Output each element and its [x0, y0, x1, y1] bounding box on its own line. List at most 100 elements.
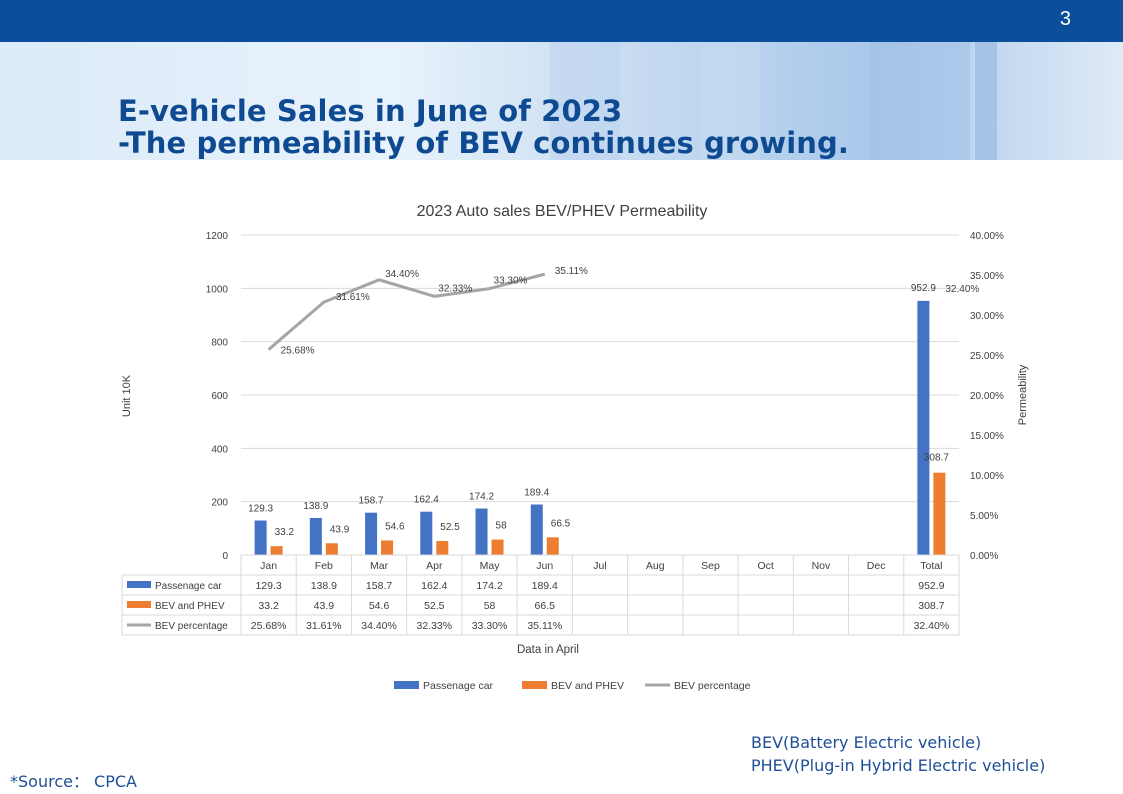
page-number: 3 — [1059, 8, 1071, 30]
y-tick-label: 600 — [211, 391, 228, 402]
passenger-car-bar — [420, 511, 433, 555]
y2-axis-title: Permeability — [1017, 364, 1029, 425]
legend-label: BEV percentage — [674, 680, 751, 692]
bev-percentage-data-label: 31.61% — [336, 292, 370, 303]
x-tick-label: Aug — [646, 560, 665, 572]
passenger-car-data-label: 952.9 — [911, 283, 936, 294]
table-cell: 33.30% — [472, 620, 508, 632]
page-title: E-vehicle Sales in June of 2023 -The per… — [118, 95, 849, 159]
bev-phev-bar — [491, 539, 504, 555]
table-cell: 174.2 — [476, 580, 502, 592]
x-tick-label: Total — [920, 560, 942, 572]
bev-phev-bar — [933, 472, 946, 555]
passenger-car-data-label: 162.4 — [414, 495, 439, 506]
legend-key — [394, 681, 419, 689]
bev-phev-data-label: 54.6 — [385, 521, 405, 532]
bev-percentage-data-label: 32.40% — [945, 284, 979, 295]
table-cell: 308.7 — [918, 600, 944, 612]
x-axis-title: Data in April — [517, 644, 579, 656]
x-tick-label: Feb — [315, 560, 333, 572]
y2-tick-label: 40.00% — [970, 231, 1004, 242]
table-legend-key — [127, 581, 151, 588]
table-cell: 25.68% — [251, 620, 287, 632]
passenger-car-data-label: 129.3 — [248, 504, 273, 515]
legend-key — [522, 681, 547, 689]
passenger-car-bar — [254, 520, 267, 555]
table-cell: 952.9 — [918, 580, 944, 592]
x-tick-label: Apr — [426, 560, 443, 572]
y-axis-title: Unit 10K — [121, 374, 133, 417]
table-cell: 43.9 — [314, 600, 335, 612]
x-tick-label: Jan — [260, 560, 277, 572]
passenger-car-data-label: 174.2 — [469, 492, 494, 503]
bev-phev-bar — [381, 540, 394, 555]
table-cell: 35.11% — [527, 620, 562, 632]
table-series-name: BEV percentage — [155, 621, 228, 632]
table-legend-key — [127, 601, 151, 608]
x-tick-label: Mar — [370, 560, 389, 572]
x-tick-label: Dec — [867, 560, 886, 572]
bev-percentage-line — [267, 272, 546, 351]
bev-percentage-data-label: 35.11% — [555, 266, 588, 277]
x-tick-label: Jul — [593, 560, 606, 572]
bev-definition: BEV(Battery Electric vehicle) — [751, 733, 982, 752]
x-tick-label: Oct — [758, 560, 774, 572]
bev-percentage-data-label: 32.33% — [438, 283, 472, 294]
table-cell: 58 — [484, 600, 496, 612]
table-cell: 66.5 — [535, 600, 556, 612]
bev-percentage-data-label: 34.40% — [385, 269, 419, 280]
phev-definition: PHEV(Plug-in Hybrid Electric vehicle) — [751, 756, 1046, 775]
table-cell: 189.4 — [532, 580, 558, 592]
bev-phev-data-label: 43.9 — [330, 524, 350, 535]
passenger-car-data-label: 189.4 — [524, 487, 549, 498]
y2-tick-label: 5.00% — [970, 511, 998, 522]
table-cell: 33.2 — [258, 600, 279, 612]
table-cell: 158.7 — [366, 580, 392, 592]
passenger-car-bar — [365, 512, 378, 555]
bev-phev-data-label: 66.5 — [551, 518, 571, 529]
x-tick-label: Nov — [812, 560, 831, 572]
passenger-car-bar — [309, 517, 322, 555]
bev-phev-data-label: 308.7 — [924, 453, 949, 464]
y2-tick-label: 25.00% — [970, 351, 1004, 362]
passenger-car-data-label: 158.7 — [359, 496, 384, 507]
title-line-2: -The permeability of BEV continues growi… — [118, 126, 849, 160]
legend-label: Passenage car — [423, 680, 494, 692]
y-tick-label: 400 — [211, 444, 228, 455]
passenger-car-data-label: 138.9 — [303, 501, 328, 512]
bev-phev-bar — [325, 543, 338, 555]
bev-phev-bar — [270, 546, 283, 555]
x-tick-label: Sep — [701, 560, 720, 572]
legend-label: BEV and PHEV — [551, 680, 624, 692]
table-cell: 52.5 — [424, 600, 445, 612]
passenger-car-bar — [917, 300, 930, 555]
banner-decoration — [975, 42, 997, 160]
bev-phev-bar — [546, 537, 559, 555]
y2-tick-label: 20.00% — [970, 391, 1004, 402]
y-tick-label: 800 — [211, 338, 228, 349]
banner-decoration — [550, 42, 620, 160]
y2-tick-label: 10.00% — [970, 471, 1004, 482]
table-cell: 31.61% — [306, 620, 342, 632]
y-tick-label: 200 — [211, 498, 228, 509]
y2-tick-label: 15.00% — [970, 431, 1004, 442]
banner-decoration — [700, 42, 760, 160]
x-tick-label: May — [480, 560, 501, 572]
bev-phev-bar — [436, 541, 449, 555]
y-tick-label: 1000 — [206, 284, 229, 295]
passenger-car-bar — [475, 508, 488, 555]
title-line-1: E-vehicle Sales in June of 2023 — [118, 94, 623, 128]
table-cell: 129.3 — [255, 580, 281, 592]
source-note: *Source： CPCA — [10, 772, 137, 791]
table-cell: 54.6 — [369, 600, 390, 612]
table-series-name: Passenage car — [155, 581, 222, 592]
y2-tick-label: 30.00% — [970, 311, 1004, 322]
table-series-name: BEV and PHEV — [155, 601, 225, 612]
bev-phev-data-label: 58 — [496, 521, 508, 532]
y2-tick-label: 0.00% — [970, 551, 998, 562]
bev-percentage-data-label: 25.68% — [281, 346, 315, 357]
table-cell: 34.40% — [361, 620, 397, 632]
y-tick-label: 0 — [222, 551, 228, 562]
chart-title: 2023 Auto sales BEV/PHEV Permeability — [417, 203, 708, 220]
